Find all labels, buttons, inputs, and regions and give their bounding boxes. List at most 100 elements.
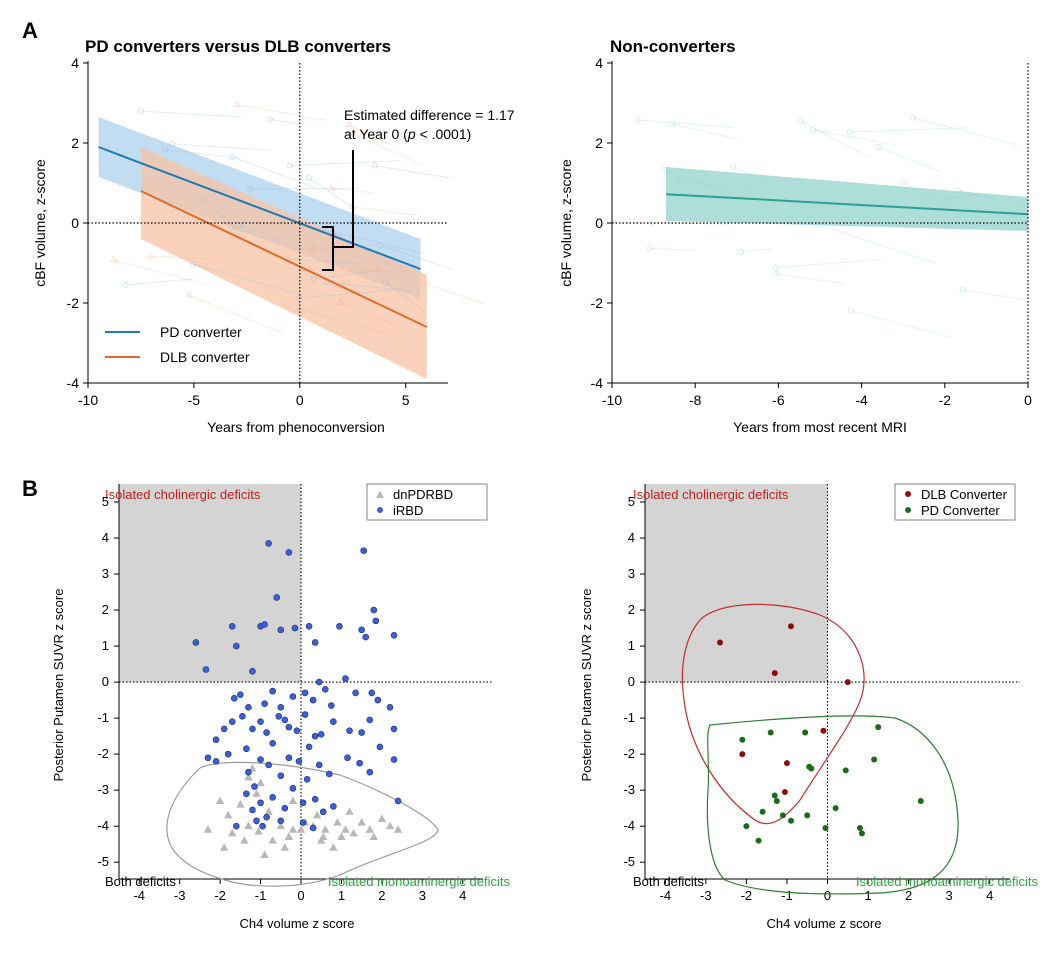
a1-trajectory-marker (382, 279, 389, 286)
a1-trajectory (378, 267, 486, 305)
b1-dnpdrbd-hull (166, 761, 439, 887)
b1-ytick-label: 5 (102, 494, 109, 509)
a1-xtick-label: 0 (296, 392, 304, 408)
a2-trajectory (962, 289, 1030, 301)
b1-point-irbd (257, 756, 264, 763)
a2-trajectory-marker (955, 187, 962, 194)
b1-point-dnpdrbd (284, 832, 294, 840)
b1-point-irbd (315, 761, 323, 769)
b1-point-irbd (295, 758, 303, 765)
b2-dlb-hull (681, 603, 865, 825)
b2-ytick-label: 5 (628, 494, 635, 509)
b1-point-dnpdrbd (349, 828, 358, 837)
b1-point-dnpdrbd (319, 832, 328, 840)
b2-xtick-label: 1 (864, 888, 871, 903)
b1-point-irbd (273, 594, 281, 601)
b1-legend-irbd-label: iRBD (393, 503, 423, 518)
b2-point-pd-converter (779, 812, 786, 819)
a1-trajectory (239, 225, 280, 239)
a1-annotation-line2: at Year 0 (p < .0001) (344, 126, 471, 142)
b1-point-irbd (249, 667, 256, 675)
b2-ytick-label: -4 (623, 818, 635, 833)
b2-point-pd-converter (842, 767, 849, 774)
a2-trajectory (649, 247, 695, 251)
b2-xtick-label: -4 (659, 888, 671, 903)
b1-point-irbd (372, 617, 380, 625)
b1-point-irbd (344, 754, 351, 762)
a2-trajectory (664, 169, 776, 210)
b1-point-irbd (269, 740, 276, 747)
b1-point-dnpdrbd (288, 796, 298, 804)
a2-trajectory-marker (646, 245, 653, 252)
b1-point-irbd (230, 695, 238, 702)
b1-legend-tri (376, 491, 384, 498)
b2-xtick-label: 2 (905, 888, 912, 903)
a2-trajectory (775, 258, 882, 269)
b1-point-irbd (301, 689, 309, 697)
b1-ytick-label: -3 (97, 782, 109, 797)
a2-trajectory-marker (773, 270, 780, 277)
b1-point-dnpdrbd (244, 821, 253, 830)
b1-ytick-label: 1 (102, 638, 109, 653)
a1-trajectory-marker (305, 174, 313, 182)
a1-trajectory-marker (228, 224, 235, 231)
b2-xtick-label: 4 (986, 888, 993, 903)
b2-point-pd-converter (858, 830, 865, 837)
b1-point-irbd (303, 776, 311, 783)
b1-point-dnpdrbd (224, 810, 233, 819)
a1-trajectory (231, 227, 311, 252)
a1-trajectory (300, 268, 409, 273)
b2-label-isolated-monoaminergic: Isolated monoaminergic deficits (856, 874, 1039, 889)
b1-point-irbd (386, 704, 394, 711)
a2-trajectory-marker (909, 114, 917, 121)
b2-cholinergic-quadrant (645, 484, 828, 683)
a2-trajectory-marker (959, 286, 966, 294)
a1-legend-dlb-label: DLB converter (160, 349, 250, 365)
a1-trajectory (348, 123, 393, 146)
b1-point-irbd (265, 761, 272, 769)
b1-point-irbd (265, 540, 272, 547)
b1-point-irbd (232, 642, 240, 650)
a2-trajectory (849, 127, 967, 133)
b1-point-irbd (263, 729, 270, 736)
b1-point-irbd (245, 768, 252, 776)
b1-point-dnpdrbd (333, 818, 342, 826)
b1-point-dnpdrbd (260, 850, 269, 858)
b2-ytick-label: -2 (623, 746, 635, 761)
b1-point-irbd (346, 727, 353, 735)
a1-ytick-label: -4 (67, 375, 80, 391)
a1-trajectory-marker (229, 153, 236, 161)
a1-xtick-label: 5 (402, 392, 410, 408)
b2-xlabel: Ch4 volume z score (767, 916, 882, 931)
b1-point-dnpdrbd (329, 843, 338, 851)
b2-point-dlb-converter (717, 639, 724, 646)
b2-xtick-label: -3 (700, 888, 712, 903)
a1-trajectory (352, 132, 423, 166)
b2-legend-pd-dot (905, 507, 911, 513)
a2-xtick-label: -10 (602, 392, 622, 408)
b1-point-dnpdrbd (377, 814, 387, 822)
b2-point-pd-converter (822, 824, 829, 831)
a2-xtick-label: -4 (855, 392, 868, 408)
b1-point-irbd (249, 806, 256, 814)
a1-trajectory (286, 258, 360, 264)
b2-point-dlb-converter (820, 727, 827, 734)
b1-point-irbd (366, 716, 374, 724)
b1-legend: dnPDRBD iRBD (366, 483, 488, 521)
a1-trajectory (150, 255, 209, 260)
b2-legend-dlb-dot (905, 491, 911, 497)
b1-ylabel: Posterior Putamen SUVR z score (51, 589, 66, 782)
b1-point-dnpdrbd (288, 825, 298, 833)
a1-xtick-label: -10 (78, 392, 98, 408)
b1-point-irbd (269, 794, 276, 801)
b2-point-pd-converter (788, 817, 794, 824)
a2-trajectory (850, 310, 951, 338)
b1-point-irbd (370, 606, 378, 614)
a1-trajectory-marker (376, 242, 384, 249)
b1-point-irbd (289, 693, 297, 700)
a1-ci-band-1 (140, 147, 427, 379)
b1-ytick-label: -2 (97, 746, 109, 761)
a1-trajectory-marker (184, 291, 193, 298)
b1-point-irbd (358, 626, 365, 634)
b1-point-irbd (362, 633, 370, 641)
